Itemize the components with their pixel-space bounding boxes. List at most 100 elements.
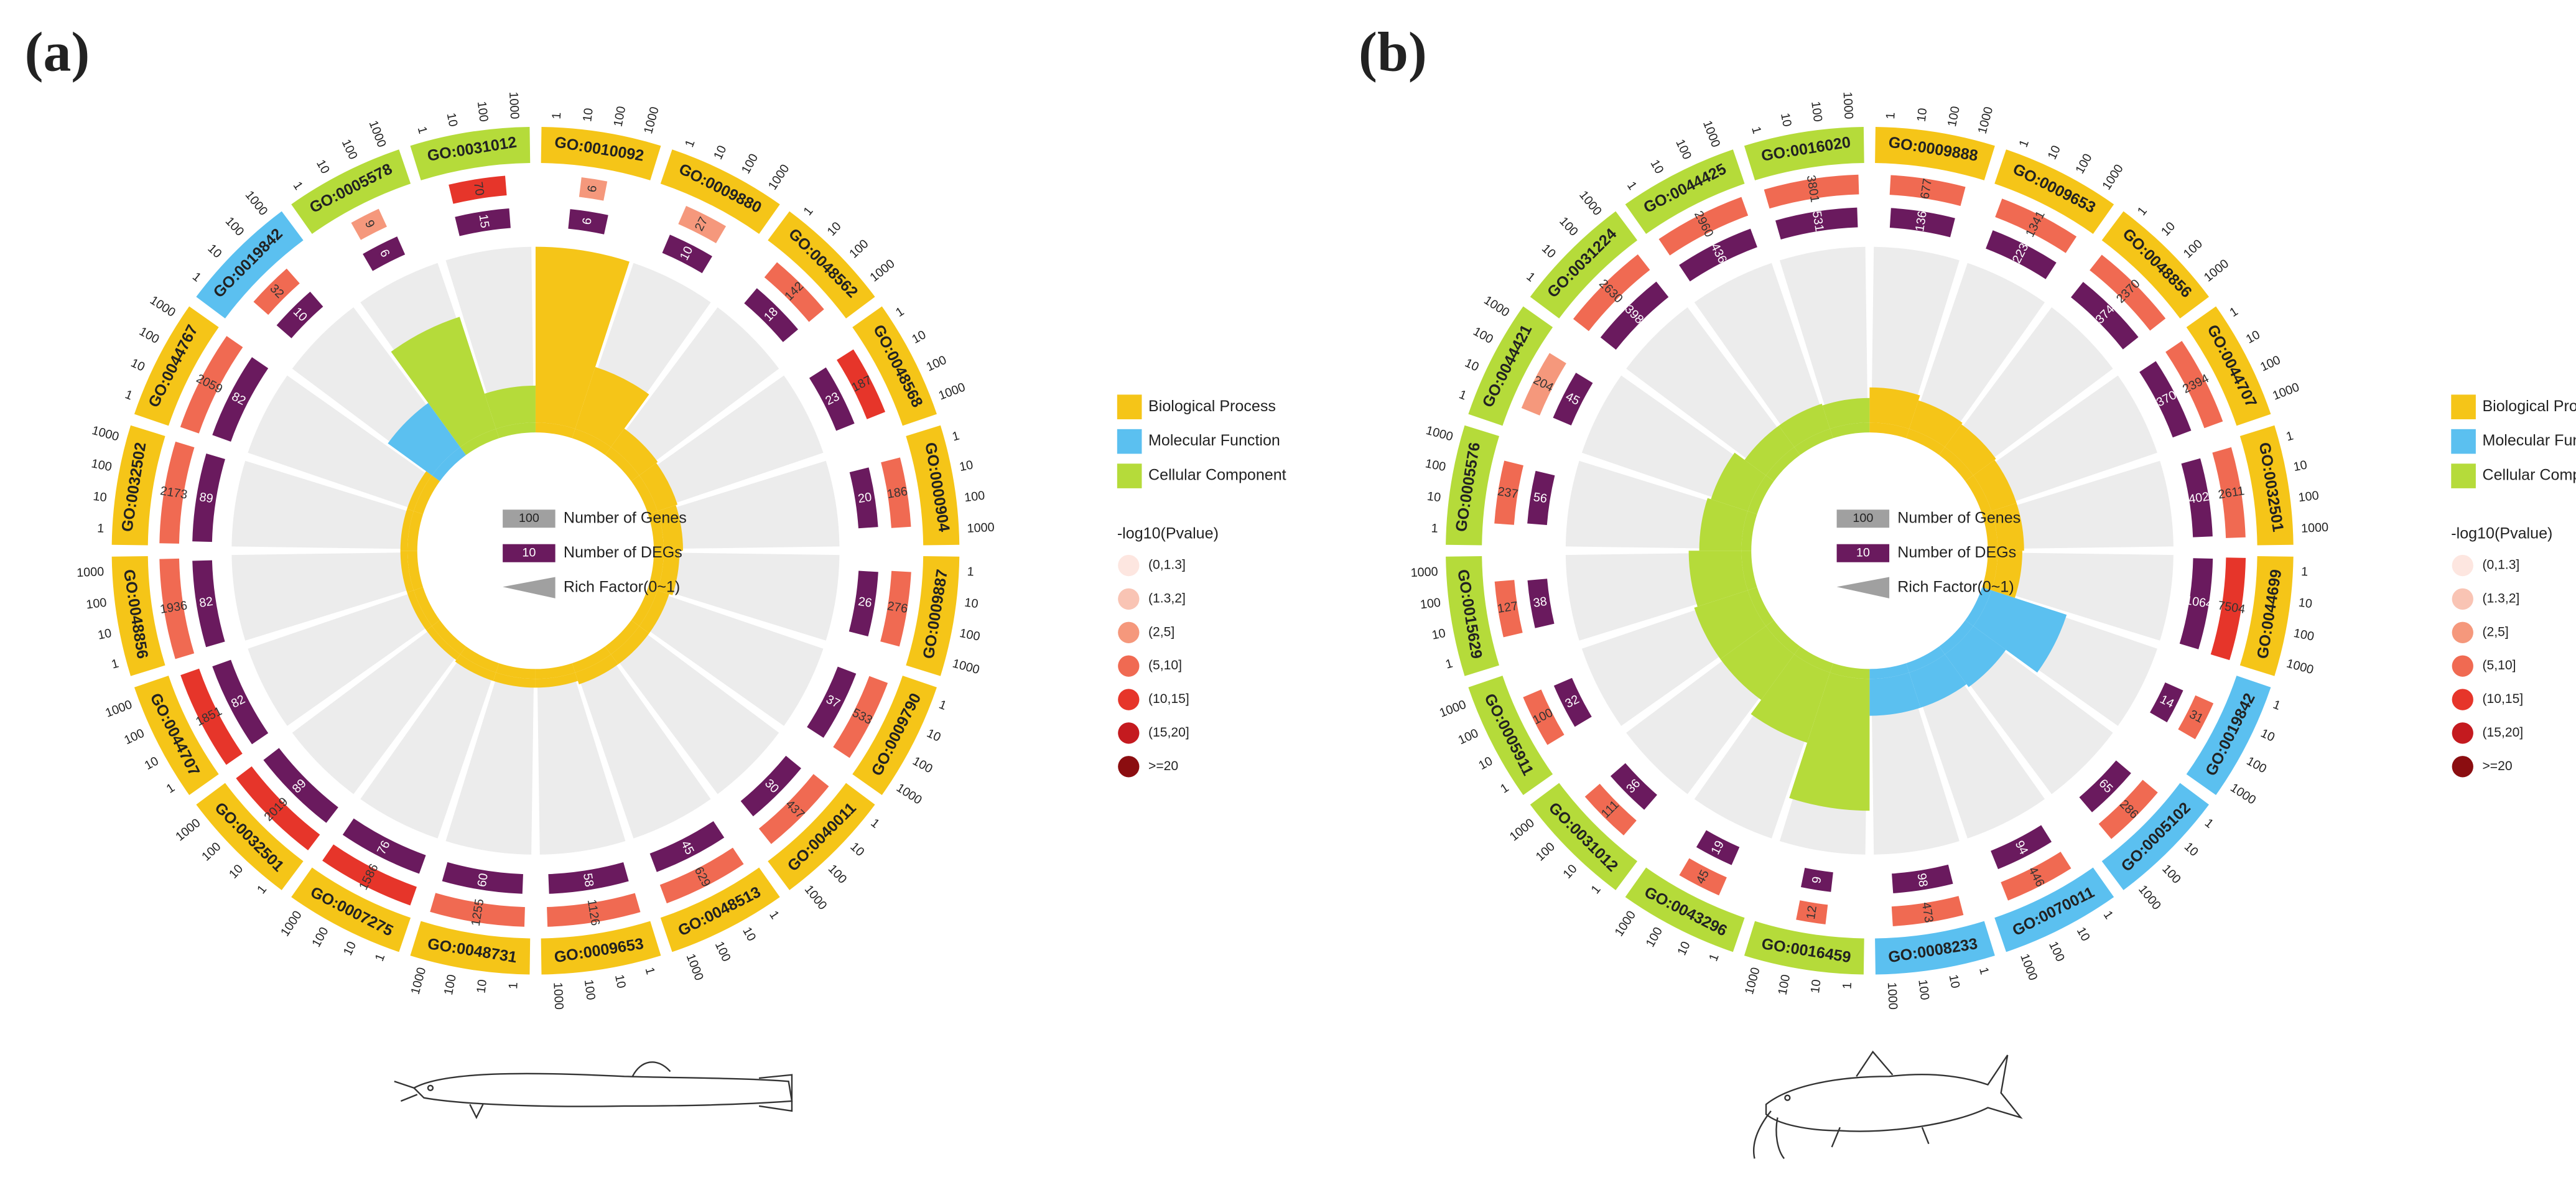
gene-bar <box>2165 341 2223 429</box>
r-tick-label: 100 <box>122 727 146 748</box>
r-tick-label: 1 <box>1706 952 1721 963</box>
rich-factor-bar <box>1945 424 1996 476</box>
rich-factor-bar <box>484 385 536 429</box>
term-box <box>1625 149 1745 234</box>
term-box <box>2186 676 2271 796</box>
legend-deg-swatch <box>503 544 556 562</box>
r-tick-label: 1 <box>415 125 430 135</box>
deg-bar <box>442 862 523 894</box>
gene-bar <box>764 262 824 322</box>
pvalue-swatch <box>2452 554 2473 577</box>
gene-bar <box>2178 695 2214 740</box>
r-tick-label: 10 <box>2182 840 2201 859</box>
deg-bar <box>548 862 629 894</box>
panel-label: (b) <box>1359 22 1427 83</box>
deg-bar <box>1986 230 2057 279</box>
term-box <box>196 211 304 319</box>
r-tick-label: 1000 <box>1976 105 1996 135</box>
gene-bar <box>180 668 243 765</box>
term-box <box>541 126 661 180</box>
gene-bar <box>1995 198 2077 253</box>
legend-label: Biological Process <box>1148 398 1276 415</box>
base-ring <box>648 511 664 551</box>
r-tick-label: 1 <box>1523 269 1537 284</box>
bar-background <box>1779 246 1868 429</box>
r-tick-label: 1 <box>254 883 269 896</box>
legend-rich-swatch <box>503 577 556 598</box>
r-tick-label: 100 <box>2297 489 2319 505</box>
deg-bar <box>342 818 426 874</box>
deg-bar <box>1553 373 1593 426</box>
gene-label: 186 <box>886 485 908 501</box>
bar-background <box>445 246 534 429</box>
bar-background <box>1946 307 2113 474</box>
term-box <box>111 425 165 546</box>
legend-rich: Rich Factor(0~1) <box>564 578 680 595</box>
base-ring <box>1741 511 1757 551</box>
legend-swatch <box>1117 463 1142 488</box>
r-tick-label: 10 <box>1431 626 1447 643</box>
r-tick-label: 1000 <box>1840 91 1855 119</box>
rich-factor-bar <box>493 672 536 688</box>
gene-bar <box>322 844 417 906</box>
r-tick-label: 1000 <box>2202 257 2231 285</box>
r-tick-label: 1000 <box>802 883 830 913</box>
legend-swatch <box>2451 394 2476 419</box>
pvalue-title: -log10(Pvalue) <box>2451 524 2552 542</box>
rich-factor-bar <box>1991 551 2022 598</box>
r-tick-label: 10 <box>1476 754 1495 773</box>
base-ring <box>1869 422 1910 439</box>
r-tick-label: 100 <box>1945 105 1963 128</box>
r-tick-label: 1 <box>766 908 781 921</box>
r-tick-label: 100 <box>1808 101 1825 123</box>
r-tick-label: 1 <box>2271 697 2282 712</box>
gene-bar <box>678 206 727 243</box>
r-tick-label: 1000 <box>1742 966 1763 996</box>
pvalue-label: (2,5] <box>1148 625 1174 639</box>
r-tick-label: 1000 <box>2017 952 2040 982</box>
legend-deg: Number of DEGs <box>564 544 682 561</box>
term-box <box>134 306 219 426</box>
bar-background <box>537 673 626 855</box>
pvalue-swatch <box>2452 621 2473 643</box>
rich-factor-bar <box>1945 626 2006 687</box>
gene-bar <box>579 177 608 201</box>
base-ring <box>1765 620 1800 654</box>
r-tick-label: 1 <box>1457 388 1468 402</box>
legend-label: Molecular Function <box>1148 432 1280 449</box>
legend-swatch <box>1117 429 1142 454</box>
r-tick-label: 1 <box>190 269 203 284</box>
legend-deg: Number of DEGs <box>1897 544 2016 561</box>
deg-bar <box>1527 579 1555 628</box>
r-tick-label: 100 <box>1775 974 1793 997</box>
r-tick-label: 10 <box>475 979 490 994</box>
term-box <box>1468 306 1553 426</box>
bar-background <box>658 552 840 641</box>
r-tick-label: 100 <box>2159 862 2183 886</box>
r-tick-label: 100 <box>1456 727 1481 748</box>
gene-label: 70 <box>471 181 486 197</box>
rich-factor-bar <box>639 590 669 633</box>
rich-factor-bar <box>400 551 414 593</box>
rich-factor-bar <box>1909 654 1967 708</box>
base-ring <box>1906 429 1945 455</box>
deg-label: 402 <box>2188 490 2210 506</box>
base-ring <box>407 551 424 590</box>
r-tick-label: 1000 <box>278 908 305 939</box>
gene-bar <box>659 847 744 904</box>
term-box <box>291 867 411 952</box>
deg-label: 58 <box>580 872 596 888</box>
bar-background <box>445 673 534 855</box>
term-box <box>134 676 219 796</box>
r-tick-label: 10 <box>847 840 867 859</box>
r-tick-label: 1 <box>967 565 974 579</box>
pvalue-swatch <box>2452 689 2473 710</box>
rich-factor-bar <box>1973 590 2067 673</box>
deg-bar <box>568 209 608 235</box>
gene-bar <box>1573 254 1650 332</box>
gene-label: 6 <box>585 184 600 193</box>
r-tick-label: 1000 <box>173 816 203 844</box>
r-tick-label: 1000 <box>77 565 105 580</box>
